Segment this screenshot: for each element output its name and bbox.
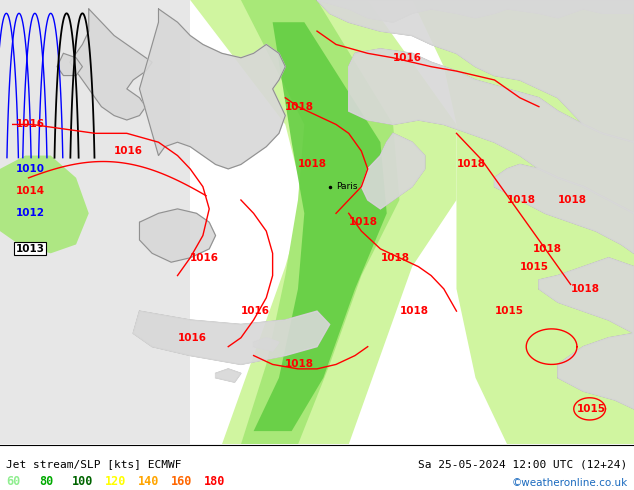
Text: 1018: 1018 <box>533 244 562 254</box>
Text: Sa 25-05-2024 12:00 UTC (12+24): Sa 25-05-2024 12:00 UTC (12+24) <box>418 459 628 469</box>
Text: ©weatheronline.co.uk: ©weatheronline.co.uk <box>512 478 628 488</box>
Text: 60: 60 <box>6 475 20 488</box>
Text: 1016: 1016 <box>241 306 270 316</box>
Polygon shape <box>139 9 285 169</box>
Text: 1018: 1018 <box>380 253 410 263</box>
Text: 100: 100 <box>72 475 94 488</box>
Polygon shape <box>0 0 190 444</box>
Text: 1018: 1018 <box>571 284 600 294</box>
Text: 1018: 1018 <box>285 101 314 112</box>
Text: 180: 180 <box>204 475 226 488</box>
Text: 80: 80 <box>39 475 53 488</box>
Polygon shape <box>254 338 279 351</box>
Text: 1016: 1016 <box>393 53 422 63</box>
Text: 1012: 1012 <box>16 208 45 219</box>
Text: 1018: 1018 <box>298 159 327 170</box>
Text: 120: 120 <box>105 475 127 488</box>
Text: 1018: 1018 <box>456 159 486 170</box>
Text: 1016: 1016 <box>190 253 219 263</box>
Polygon shape <box>349 0 634 444</box>
Text: 1010: 1010 <box>16 164 45 174</box>
Polygon shape <box>317 0 634 22</box>
Text: 1018: 1018 <box>349 217 378 227</box>
Polygon shape <box>361 133 425 209</box>
Polygon shape <box>70 9 152 120</box>
Text: 1018: 1018 <box>507 195 536 205</box>
Text: 1018: 1018 <box>399 306 429 316</box>
Polygon shape <box>0 155 89 253</box>
Text: 1016: 1016 <box>16 120 45 129</box>
Text: Paris: Paris <box>336 182 358 191</box>
Text: 1018: 1018 <box>285 360 314 369</box>
Polygon shape <box>133 311 330 365</box>
Text: 140: 140 <box>138 475 160 488</box>
Text: 1016: 1016 <box>178 333 207 343</box>
Text: 1014: 1014 <box>16 186 45 196</box>
Polygon shape <box>349 49 634 213</box>
Text: 160: 160 <box>171 475 193 488</box>
Polygon shape <box>539 258 634 333</box>
Text: 1016: 1016 <box>114 146 143 156</box>
Polygon shape <box>558 333 634 409</box>
Text: 1015: 1015 <box>495 306 524 316</box>
Polygon shape <box>317 0 634 142</box>
Polygon shape <box>190 0 456 444</box>
Polygon shape <box>241 0 399 444</box>
Polygon shape <box>254 22 387 431</box>
Text: 1015: 1015 <box>520 262 549 271</box>
Polygon shape <box>495 165 634 253</box>
Text: Jet stream/SLP [kts] ECMWF: Jet stream/SLP [kts] ECMWF <box>6 459 182 469</box>
Polygon shape <box>139 209 216 262</box>
Polygon shape <box>216 369 241 382</box>
Text: 1018: 1018 <box>558 195 587 205</box>
Text: 1015: 1015 <box>577 404 606 414</box>
Polygon shape <box>57 53 82 75</box>
Text: 1013: 1013 <box>16 244 45 254</box>
